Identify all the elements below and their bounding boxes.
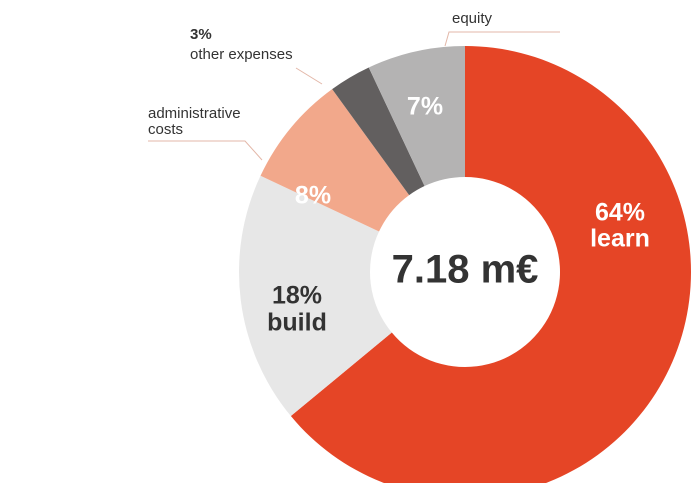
value-label: 7% [407, 93, 443, 121]
leader-line [295, 67, 323, 85]
donut-segment [290, 46, 691, 483]
donut-segment [368, 46, 465, 187]
leader-lines [148, 31, 560, 161]
arcs [238, 46, 691, 483]
leader-line [444, 31, 560, 47]
value-label: 64% [595, 199, 645, 227]
value-label: 3% [190, 26, 212, 43]
donut-segment [332, 67, 425, 196]
value-label: 8% [295, 182, 331, 210]
donut-segment [238, 175, 392, 417]
category-label: administrative costs [148, 105, 241, 138]
donut-segment [260, 89, 410, 232]
center-label: 7.18 m€ [392, 248, 539, 292]
category-label: learn [590, 225, 650, 253]
category-label: other expenses [190, 46, 293, 63]
category-label: build [267, 309, 327, 337]
category-label: equity [452, 10, 493, 27]
value-label: 18% [272, 282, 322, 310]
leader-line [148, 140, 263, 161]
